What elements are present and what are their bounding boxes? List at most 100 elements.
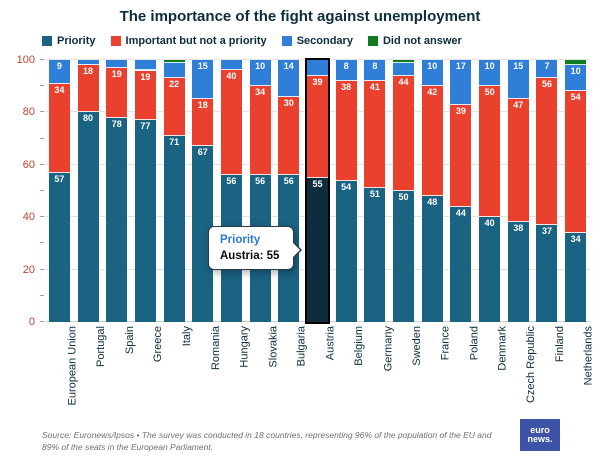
legend-swatch-important-but-not-a-priority (110, 36, 121, 46)
bar-segment-priority[interactable]: 54 (335, 180, 357, 322)
bar-netherlands[interactable]: 34 54 10 (565, 60, 587, 322)
bar-segment-secondary[interactable] (220, 60, 242, 71)
bar-slovakia[interactable]: 56 34 10 (249, 60, 271, 322)
bar-segment-secondary[interactable]: 10 (249, 60, 271, 87)
bar-european-union[interactable]: 57 34 9 (48, 60, 70, 322)
x-axis-label: Sweden (410, 326, 423, 366)
bar-italy[interactable]: 71 22 (163, 60, 185, 322)
x-axis-label: Netherlands (582, 326, 595, 386)
bar-belgium[interactable]: 54 38 8 (335, 60, 357, 322)
bar-segment-priority[interactable]: 44 (450, 206, 472, 322)
source-line-2: 89% of the seats in the European Parliam… (42, 442, 214, 453)
bar-segment-priority[interactable]: 50 (393, 191, 415, 322)
bar-poland[interactable]: 44 39 17 (450, 60, 472, 322)
bar-segment-important-but-not-a-priority[interactable]: 44 (393, 75, 415, 191)
bar-segment-priority[interactable]: 38 (507, 222, 529, 322)
bar-segment-priority[interactable]: 37 (536, 225, 558, 322)
bar-greece[interactable]: 77 19 (134, 60, 156, 322)
bar-segment-secondary[interactable]: 8 (335, 60, 357, 81)
bar-france[interactable]: 48 42 10 (421, 60, 443, 322)
bar-segment-important-but-not-a-priority[interactable]: 42 (421, 86, 443, 197)
segment-value-label: 56 (283, 176, 294, 187)
bar-segment-secondary[interactable] (307, 60, 328, 76)
legend-item-priority[interactable]: Priority (42, 35, 96, 47)
bar-segment-important-but-not-a-priority[interactable]: 18 (192, 99, 214, 147)
segment-value-label: 51 (369, 189, 380, 200)
bar-segment-important-but-not-a-priority[interactable]: 38 (335, 80, 357, 181)
bar-segment-important-but-not-a-priority[interactable]: 30 (278, 96, 300, 176)
bar-segment-important-but-not-a-priority[interactable]: 18 (77, 65, 99, 113)
bar-germany[interactable]: 51 41 8 (364, 60, 386, 322)
bar-segment-secondary[interactable]: 15 (192, 60, 214, 100)
segment-value-label: 78 (111, 118, 122, 129)
bar-segment-secondary[interactable]: 10 (421, 60, 443, 87)
bar-segment-important-but-not-a-priority[interactable]: 19 (106, 67, 128, 118)
bar-romania[interactable]: 67 18 15 (192, 60, 214, 322)
bar-denmark[interactable]: 40 50 10 (479, 60, 501, 322)
bar-czech-republic[interactable]: 38 47 15 (507, 60, 529, 322)
bar-segment-priority[interactable]: 40 (479, 217, 501, 322)
bar-segment-important-but-not-a-priority[interactable]: 39 (450, 104, 472, 207)
bar-segment-secondary[interactable]: 17 (450, 60, 472, 105)
bar-segment-priority[interactable]: 55 (307, 177, 328, 322)
bar-segment-secondary[interactable] (77, 60, 99, 66)
bar-segment-secondary[interactable]: 10 (479, 60, 501, 87)
legend-item-secondary[interactable]: Secondary (281, 35, 353, 47)
bar-segment-did-not-answer[interactable] (565, 60, 587, 66)
bar-segment-secondary[interactable] (393, 62, 415, 76)
bar-portugal[interactable]: 80 18 (77, 60, 99, 322)
bar-hungary[interactable]: 56 40 (220, 60, 242, 322)
bar-bulgaria[interactable]: 56 30 14 (278, 60, 300, 322)
bar-segment-priority[interactable]: 51 (364, 188, 386, 322)
bar-segment-secondary[interactable] (134, 60, 156, 71)
y-axis-tick-label: 0 (28, 316, 35, 328)
segment-value-label: 77 (140, 121, 151, 132)
bar-segment-important-but-not-a-priority[interactable]: 40 (220, 70, 242, 176)
bar-segment-important-but-not-a-priority[interactable]: 47 (507, 99, 529, 223)
bar-segment-secondary[interactable]: 7 (536, 60, 558, 79)
bar-sweden[interactable]: 50 44 (393, 60, 415, 322)
bar-segment-important-but-not-a-priority[interactable]: 22 (163, 78, 185, 136)
bar-austria[interactable]: 55 39 (305, 58, 330, 324)
segment-value-label: 56 (226, 176, 237, 187)
bar-segment-important-but-not-a-priority[interactable]: 56 (536, 78, 558, 226)
euronews-logo: euro news. (520, 419, 560, 451)
bar-segment-important-but-not-a-priority[interactable]: 19 (134, 70, 156, 121)
bar-segment-secondary[interactable]: 14 (278, 60, 300, 97)
bar-segment-did-not-answer[interactable] (163, 60, 185, 63)
bar-finland[interactable]: 37 56 7 (536, 60, 558, 322)
bar-segment-important-but-not-a-priority[interactable]: 39 (307, 75, 328, 178)
bar-segment-important-but-not-a-priority[interactable]: 41 (364, 80, 386, 189)
bar-segment-secondary[interactable] (106, 60, 128, 68)
legend-item-did-not-answer[interactable]: Did not answer (367, 35, 462, 47)
bar-segment-secondary[interactable]: 15 (507, 60, 529, 100)
bar-segment-priority[interactable]: 80 (77, 112, 99, 322)
bar-segment-secondary[interactable]: 10 (565, 65, 587, 92)
bar-segment-priority[interactable]: 48 (421, 196, 443, 322)
bar-segment-priority[interactable]: 57 (48, 172, 70, 322)
x-axis-label: Greece (152, 326, 165, 363)
legend-item-important-but-not-a-priority[interactable]: Important but not a priority (110, 35, 267, 47)
bar-segment-priority[interactable]: 67 (192, 146, 214, 322)
legend: Priority Important but not a priority Seco… (42, 35, 462, 47)
bar-segment-important-but-not-a-priority[interactable]: 34 (249, 86, 271, 176)
segment-value-label: 57 (54, 173, 65, 184)
bar-segment-important-but-not-a-priority[interactable]: 50 (479, 86, 501, 218)
bar-segment-priority[interactable]: 71 (163, 135, 185, 322)
segment-value-label: 39 (455, 105, 466, 116)
bar-segment-did-not-answer[interactable] (393, 60, 415, 63)
y-axis-tick (40, 85, 44, 87)
bar-segment-priority[interactable]: 34 (565, 232, 587, 322)
y-axis-tick-label: 20 (22, 263, 35, 276)
segment-value-label: 38 (341, 81, 352, 92)
bar-spain[interactable]: 78 19 (106, 60, 128, 322)
bar-segment-secondary[interactable] (163, 62, 185, 79)
bar-segment-important-but-not-a-priority[interactable]: 54 (565, 91, 587, 233)
bar-segment-secondary[interactable]: 9 (48, 60, 70, 84)
bar-segment-priority[interactable]: 77 (134, 120, 156, 322)
bar-segment-secondary[interactable]: 8 (364, 60, 386, 81)
bar-segment-important-but-not-a-priority[interactable]: 34 (48, 83, 70, 173)
bar-segment-priority[interactable]: 78 (106, 117, 128, 322)
segment-value-label: 15 (197, 61, 208, 72)
